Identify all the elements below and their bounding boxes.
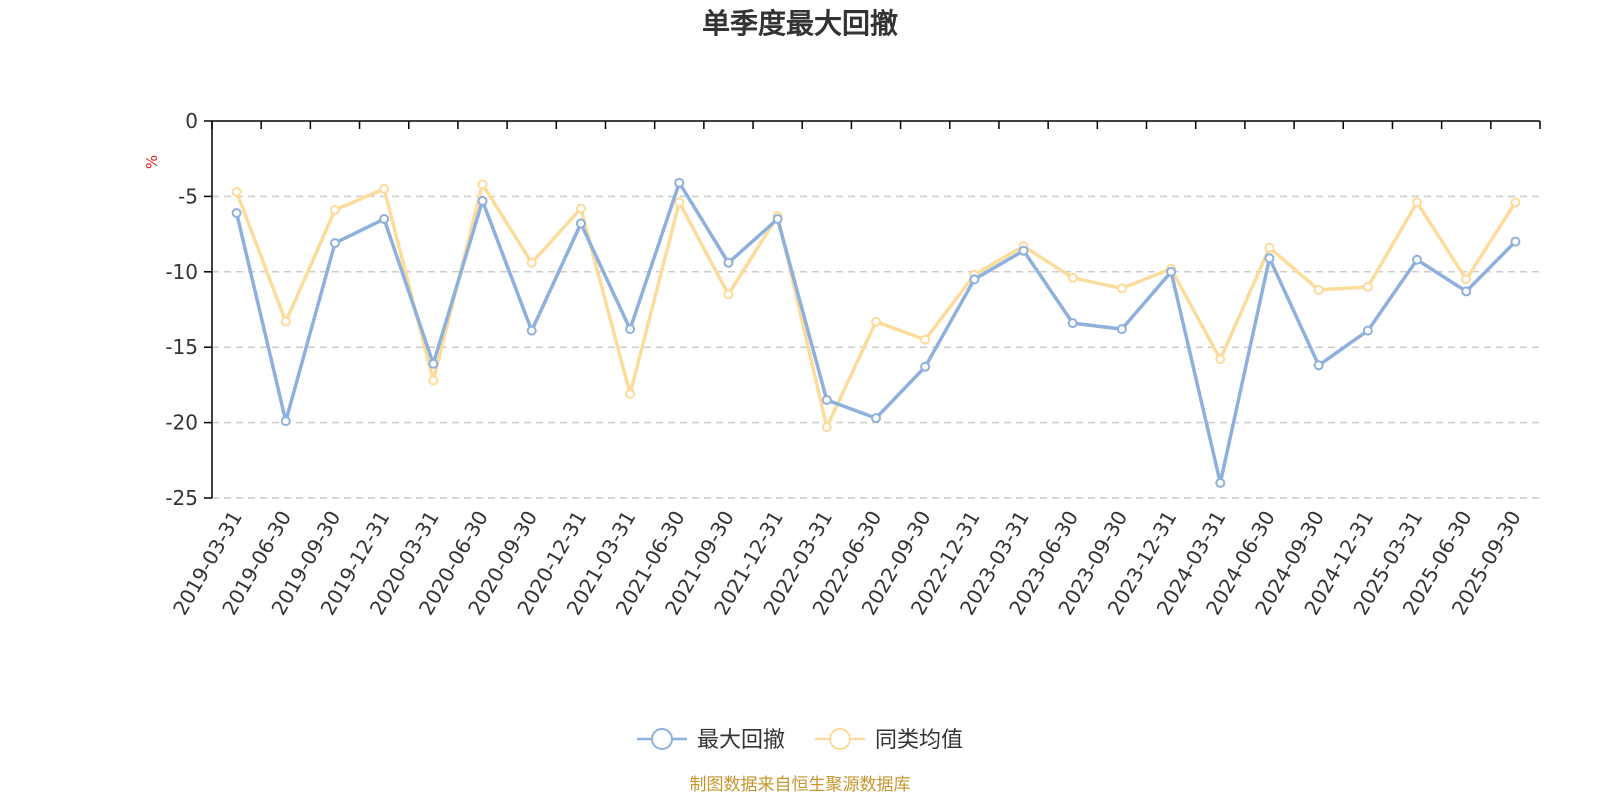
legend[interactable]: 最大回撤 同类均值 <box>637 728 963 753</box>
grid-lines <box>212 195 1540 499</box>
data-point[interactable] <box>1412 197 1423 208</box>
legend-item-peer-average[interactable]: 同类均值 <box>815 728 963 753</box>
series-line <box>234 182 1517 429</box>
y-tick-label: -25 <box>165 486 198 510</box>
legend-label: 同类均值 <box>875 728 963 753</box>
data-point[interactable] <box>723 257 734 268</box>
data-point[interactable] <box>526 325 537 336</box>
data-point[interactable] <box>280 416 291 427</box>
data-source-note: 制图数据来自恒生聚源数据库 <box>690 775 911 795</box>
y-tick-label: -10 <box>165 260 198 284</box>
data-point[interactable] <box>723 289 734 300</box>
y-tick-label: 0 <box>185 109 198 133</box>
legend-marker <box>829 728 851 750</box>
data-point[interactable] <box>428 358 439 369</box>
data-point[interactable] <box>1116 283 1127 294</box>
axes <box>204 120 1541 499</box>
data-point[interactable] <box>1067 272 1078 283</box>
data-point[interactable] <box>477 195 488 206</box>
x-axis-tick-labels: 2019-03-312019-06-302019-09-302019-12-31… <box>168 507 1526 620</box>
data-point[interactable] <box>920 361 931 372</box>
data-point[interactable] <box>821 394 832 405</box>
data-point[interactable] <box>1510 197 1521 208</box>
data-point[interactable] <box>674 197 685 208</box>
data-point[interactable] <box>231 207 242 218</box>
data-point[interactable] <box>1116 324 1127 335</box>
data-point[interactable] <box>379 183 390 194</box>
data-point[interactable] <box>1313 360 1324 371</box>
data-point[interactable] <box>1461 286 1472 297</box>
series-lines <box>231 177 1521 488</box>
data-point[interactable] <box>280 316 291 327</box>
series-max-drawdown <box>231 177 1521 488</box>
data-point[interactable] <box>575 218 586 229</box>
data-point[interactable] <box>1412 254 1423 265</box>
legend-marker <box>651 728 673 750</box>
series-peer-average <box>231 179 1521 433</box>
data-point[interactable] <box>1018 245 1029 256</box>
data-point[interactable] <box>1264 242 1275 253</box>
y-tick-label: -5 <box>178 184 198 208</box>
legend-label: 最大回撤 <box>697 728 785 753</box>
data-point[interactable] <box>625 388 636 399</box>
y-axis-tick-labels: 0 -5 -10 -15 -20 -25 <box>165 109 198 510</box>
data-point[interactable] <box>821 422 832 433</box>
data-point[interactable] <box>1461 274 1472 285</box>
data-point[interactable] <box>575 203 586 214</box>
chart-title: 单季度最大回撤 <box>702 7 898 40</box>
data-point[interactable] <box>772 214 783 225</box>
y-tick-label: -15 <box>165 335 198 359</box>
y-tick-label: -20 <box>165 411 198 435</box>
data-point[interactable] <box>1362 281 1373 292</box>
data-point[interactable] <box>1510 236 1521 247</box>
data-point[interactable] <box>428 375 439 386</box>
data-point[interactable] <box>231 186 242 197</box>
data-point[interactable] <box>1215 354 1226 365</box>
data-point[interactable] <box>871 413 881 424</box>
data-point[interactable] <box>969 274 980 285</box>
data-point[interactable] <box>871 316 881 327</box>
data-point[interactable] <box>625 324 636 335</box>
series-line <box>234 181 1517 485</box>
data-point[interactable] <box>1264 253 1275 264</box>
data-point[interactable] <box>1362 325 1373 336</box>
data-point[interactable] <box>526 257 537 268</box>
data-point[interactable] <box>1166 266 1177 277</box>
y-axis-unit-label: % <box>143 155 161 169</box>
data-point[interactable] <box>329 204 340 215</box>
data-point[interactable] <box>1215 477 1226 488</box>
data-point[interactable] <box>674 177 685 188</box>
data-point[interactable] <box>329 238 340 249</box>
data-point[interactable] <box>477 179 488 190</box>
data-point[interactable] <box>379 214 390 225</box>
data-point[interactable] <box>1313 284 1324 295</box>
data-point[interactable] <box>1067 318 1078 329</box>
legend-item-max-drawdown[interactable]: 最大回撤 <box>637 728 785 753</box>
data-point[interactable] <box>920 334 931 345</box>
